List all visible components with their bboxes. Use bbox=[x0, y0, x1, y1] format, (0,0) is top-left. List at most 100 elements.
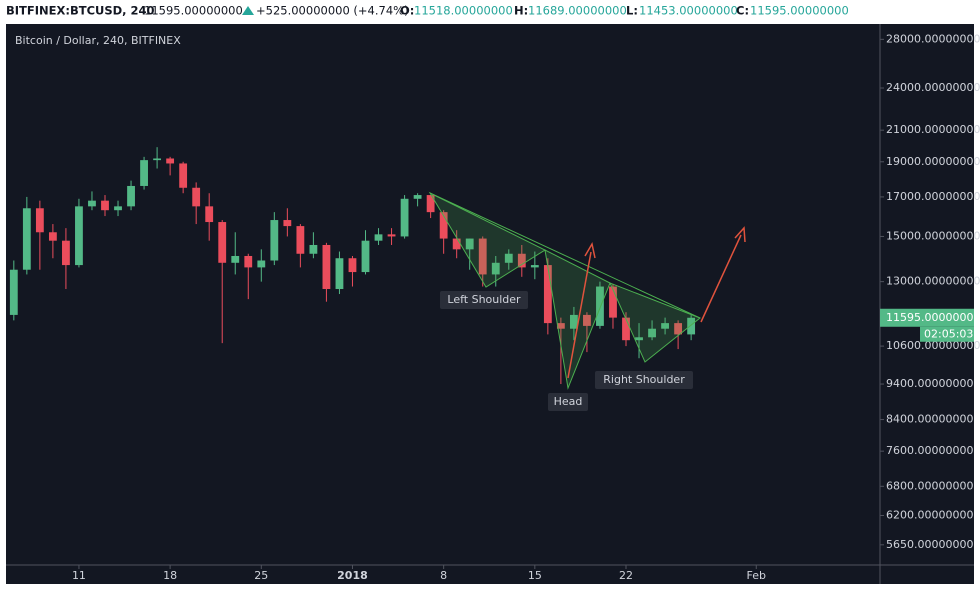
candle-body bbox=[413, 195, 422, 199]
label-box bbox=[548, 393, 588, 411]
candle-body bbox=[400, 198, 409, 237]
arrow bbox=[700, 234, 742, 323]
label-box bbox=[440, 291, 528, 309]
candle-body bbox=[205, 206, 214, 223]
candle-body bbox=[374, 234, 383, 241]
candle-body bbox=[309, 244, 318, 254]
y-tick-label: 7600.00000000 bbox=[886, 444, 973, 457]
candle-body bbox=[75, 206, 83, 266]
candle-body bbox=[622, 317, 630, 341]
low: 11453.00000000 bbox=[639, 4, 738, 18]
candle-body bbox=[452, 238, 461, 250]
candle-body bbox=[231, 255, 240, 263]
x-tick-label: 2018 bbox=[337, 569, 368, 582]
annotation: Right Shoulder bbox=[603, 373, 685, 386]
up-arrow bbox=[242, 6, 254, 15]
y-tick-label: 21000.00000000 bbox=[886, 123, 980, 136]
x-tick-label: Feb bbox=[747, 569, 766, 582]
chart-title: Bitcoin / Dollar, 240, BITFINEX bbox=[15, 34, 181, 47]
candle-body bbox=[556, 323, 565, 329]
candle-body bbox=[583, 314, 591, 326]
candle-body bbox=[465, 238, 474, 250]
countdown-box bbox=[920, 326, 974, 342]
arrow-head bbox=[734, 226, 746, 243]
x-tick-label: 15 bbox=[528, 569, 542, 582]
x-tick-label: 22 bbox=[619, 569, 633, 582]
x-tick-label: 25 bbox=[254, 569, 268, 582]
candle-body bbox=[609, 286, 617, 318]
price: 11595.00000000 bbox=[144, 4, 243, 18]
y-tick-label: 10600.00000000 bbox=[886, 339, 980, 352]
high-label: H: bbox=[514, 4, 528, 18]
candle-body bbox=[361, 240, 370, 273]
candle-body bbox=[491, 262, 500, 275]
y-tick-label: 13000.00000000 bbox=[886, 275, 980, 288]
candle-body bbox=[218, 222, 227, 263]
candle-body bbox=[244, 255, 253, 268]
arrow-head bbox=[584, 241, 596, 259]
x-tick-label: 8 bbox=[440, 569, 447, 582]
open-label: O: bbox=[400, 4, 414, 18]
candle-body bbox=[88, 200, 96, 207]
last-price-label: 11595.00000000 bbox=[886, 311, 980, 324]
candle-body bbox=[426, 195, 435, 213]
x-tick-label: 18 bbox=[163, 569, 177, 582]
candle-body bbox=[192, 187, 201, 207]
symbol: BITFINEX:BTCUSD, 240 bbox=[6, 4, 155, 18]
left-shoulder-shape bbox=[428, 191, 547, 288]
arrow bbox=[567, 251, 592, 379]
candle-body bbox=[22, 208, 31, 270]
candle-body bbox=[439, 212, 448, 239]
y-tick-label: 6200.00000000 bbox=[886, 508, 973, 521]
candle-body bbox=[257, 260, 266, 268]
candle-body bbox=[543, 265, 552, 324]
x-tick-label: 11 bbox=[72, 569, 86, 582]
candle-body bbox=[687, 317, 696, 335]
candle-body bbox=[35, 208, 44, 233]
low-label: L: bbox=[626, 4, 638, 18]
candle-body bbox=[635, 337, 643, 341]
candle-body bbox=[504, 253, 513, 263]
candle-body bbox=[114, 206, 122, 211]
candle-body bbox=[9, 269, 18, 315]
close-label: C: bbox=[736, 4, 749, 18]
candle-body bbox=[270, 220, 279, 261]
candle-body bbox=[661, 323, 669, 329]
marks bbox=[9, 147, 696, 385]
candle-body bbox=[569, 314, 578, 329]
change: +525.00000000 (+4.74%) bbox=[256, 4, 409, 18]
candle-body bbox=[179, 163, 188, 188]
y-tick-label: 19000.00000000 bbox=[886, 155, 980, 168]
candle-body bbox=[101, 200, 109, 211]
candle-body bbox=[648, 328, 656, 338]
annotation: Left Shoulder bbox=[447, 293, 521, 306]
candle-body bbox=[674, 323, 683, 335]
candle-body bbox=[48, 232, 57, 241]
candle-body bbox=[387, 234, 396, 237]
candle-body bbox=[322, 244, 331, 290]
y-tick-label: 17000.00000000 bbox=[886, 190, 980, 203]
annotation: Head bbox=[554, 395, 583, 408]
candle-body bbox=[296, 226, 305, 254]
pattern-drawing: Left Shoulder Head Right Shoulder bbox=[428, 191, 746, 411]
y-tick-label: 8400.00000000 bbox=[886, 413, 973, 426]
candle-body bbox=[153, 158, 162, 161]
close: 11595.00000000 bbox=[750, 4, 849, 18]
neckline bbox=[429, 192, 701, 319]
last-price-box bbox=[880, 308, 974, 327]
y-tick-label: 9400.00000000 bbox=[886, 377, 973, 390]
candle-body bbox=[517, 253, 526, 268]
y-tick-label: 24000.00000000 bbox=[886, 81, 980, 94]
candle-body bbox=[140, 160, 148, 186]
right-shoulder-shape bbox=[609, 282, 701, 363]
y-tick-label: 5650.00000000 bbox=[886, 538, 973, 551]
y-tick-label: 28000.00000000 bbox=[886, 32, 980, 45]
candle-body bbox=[62, 240, 70, 266]
candle-body bbox=[127, 185, 135, 207]
candle-body bbox=[530, 265, 539, 268]
y-tick-label: 15000.00000000 bbox=[886, 229, 980, 242]
candle-body bbox=[348, 258, 357, 273]
open: 11518.00000000 bbox=[414, 4, 513, 18]
